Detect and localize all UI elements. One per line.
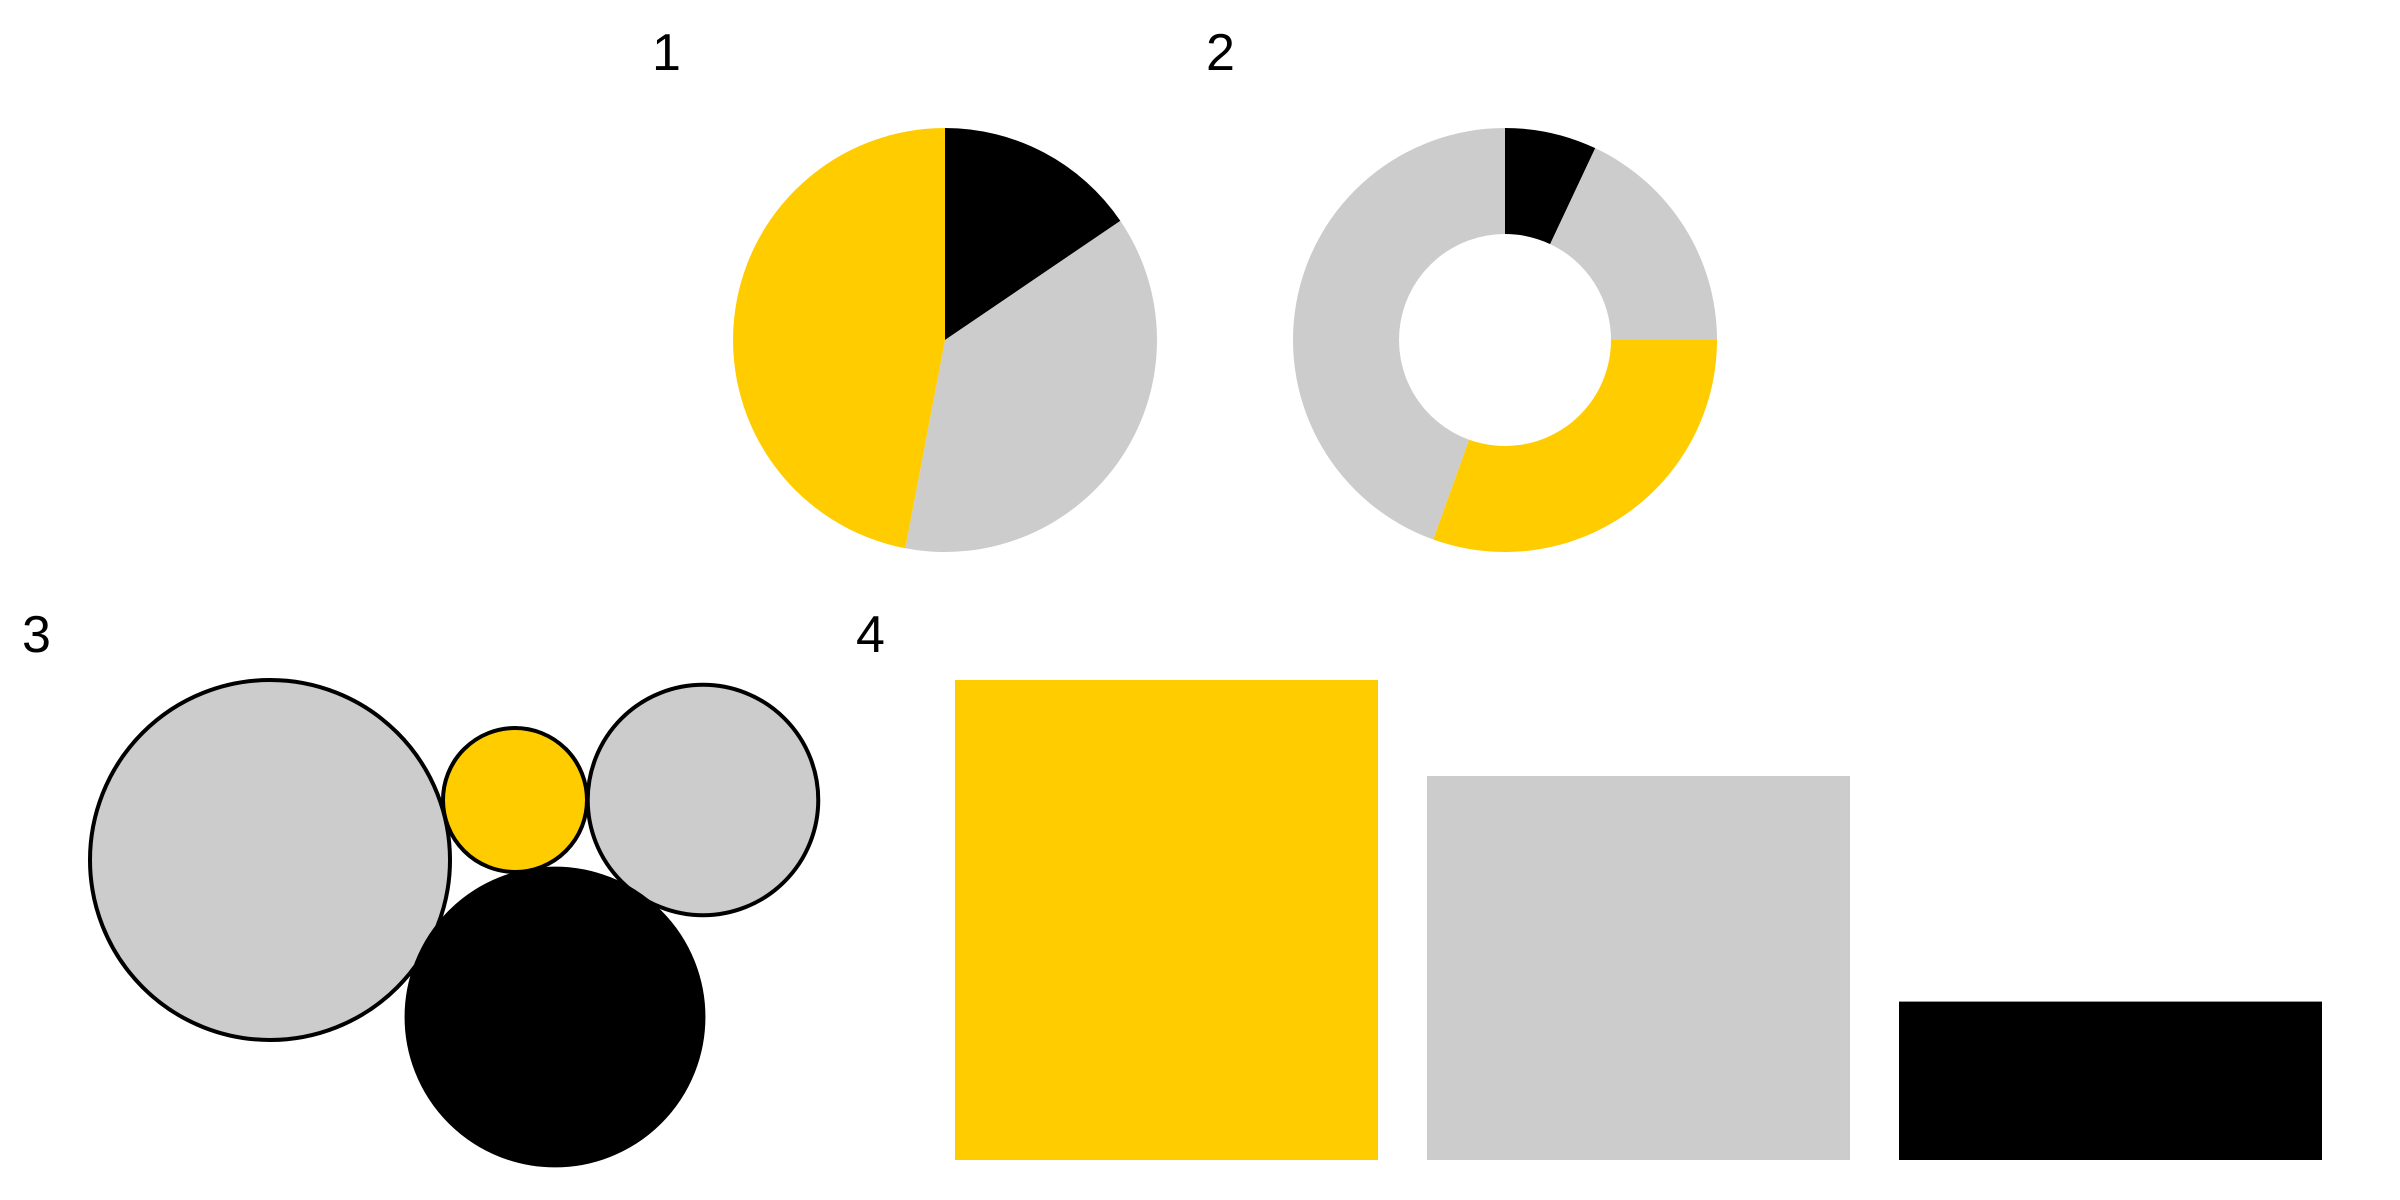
bar-3-black <box>1899 1001 2322 1160</box>
panel-2-label: 2 <box>1206 24 1235 82</box>
panel-1-pie-chart: 1 <box>652 24 1157 552</box>
bar-1-yellow <box>955 680 1378 1160</box>
donut-slice-1-black <box>1505 128 1596 245</box>
donut-slices <box>1292 128 1717 553</box>
panel-4-bar-chart: 4 <box>856 606 2322 1160</box>
panel-3-bubble-chart: 3 <box>22 606 821 1168</box>
bubbles <box>88 678 821 1168</box>
bubble-4-black <box>404 866 706 1168</box>
bars <box>955 680 2322 1160</box>
pie-slices <box>733 128 1157 552</box>
bar-2-gray <box>1427 776 1850 1160</box>
bubble-3-gray <box>585 682 821 918</box>
bubble-1-gray <box>88 678 452 1042</box>
panel-4-label: 4 <box>856 606 885 664</box>
pie-slice-1-black <box>945 128 1121 340</box>
bubble-2-yellow <box>441 726 589 874</box>
donut-slice-4-gray <box>1292 128 1505 540</box>
panel-2-donut-chart: 2 <box>1206 24 1717 553</box>
pie-slice-2-gray <box>905 220 1157 552</box>
donut-slice-3-yellow <box>1433 340 1717 553</box>
panel-3-label: 3 <box>22 606 51 664</box>
panel-1-label: 1 <box>652 24 681 82</box>
donut-slice-2-gray <box>1550 148 1717 340</box>
pie-slice-3-yellow <box>733 128 945 549</box>
